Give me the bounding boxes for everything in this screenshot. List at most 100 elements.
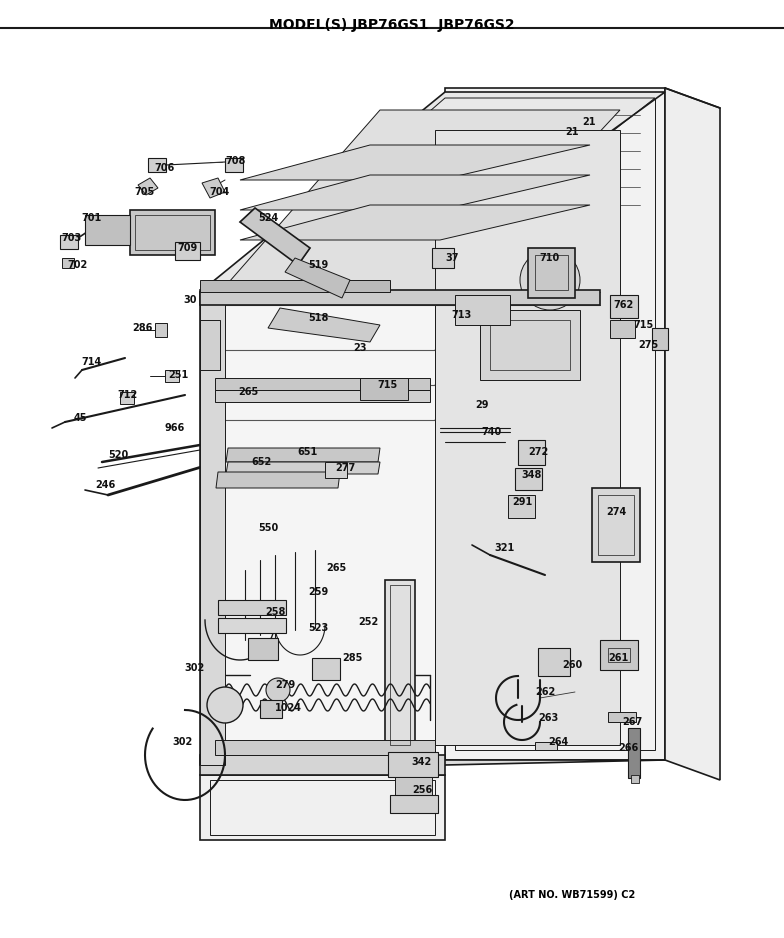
Text: 279: 279 [275,680,295,690]
Polygon shape [200,775,445,840]
Polygon shape [592,488,640,562]
Text: 714: 714 [82,357,102,367]
Polygon shape [130,210,215,255]
Text: 519: 519 [308,260,328,270]
Polygon shape [215,390,430,402]
Text: 520: 520 [108,450,128,460]
Text: 705: 705 [135,187,155,197]
Text: 265: 265 [326,563,346,573]
Polygon shape [148,158,166,172]
Text: 291: 291 [512,497,532,507]
Text: 286: 286 [132,323,152,333]
Text: 29: 29 [475,400,488,410]
Polygon shape [200,292,225,765]
Polygon shape [285,258,350,298]
Polygon shape [631,775,639,783]
Polygon shape [175,242,200,260]
Text: 709: 709 [178,243,198,253]
Polygon shape [528,248,575,298]
Text: 246: 246 [95,480,115,490]
Polygon shape [155,323,167,337]
Polygon shape [312,658,340,680]
Polygon shape [202,178,225,198]
Text: 45: 45 [73,413,87,423]
Polygon shape [215,110,620,298]
Polygon shape [200,755,445,775]
Text: 266: 266 [618,743,638,753]
Text: 272: 272 [528,447,548,457]
Text: 274: 274 [606,507,626,517]
Text: 321: 321 [495,543,515,553]
Polygon shape [515,468,542,490]
Text: 277: 277 [335,463,355,473]
Polygon shape [248,638,278,660]
Text: 23: 23 [354,343,367,353]
Polygon shape [535,742,557,750]
Text: 701: 701 [82,213,102,223]
Polygon shape [518,440,545,465]
Polygon shape [652,328,668,350]
Circle shape [266,678,290,702]
Text: 702: 702 [68,260,88,270]
Text: 708: 708 [226,156,246,166]
Text: 1024: 1024 [274,703,302,713]
Text: 285: 285 [342,653,362,663]
Polygon shape [215,378,430,390]
Text: 259: 259 [308,587,328,597]
Text: 265: 265 [238,387,258,397]
Polygon shape [395,777,432,795]
Polygon shape [240,145,590,180]
Polygon shape [215,740,435,755]
Text: 30: 30 [183,295,197,305]
Text: 21: 21 [565,127,579,137]
Text: 302: 302 [173,737,193,747]
Polygon shape [226,462,380,474]
Text: 275: 275 [638,340,658,350]
Text: 740: 740 [482,427,502,437]
Text: 256: 256 [412,785,432,795]
Polygon shape [200,290,600,305]
Text: 267: 267 [622,717,642,727]
Polygon shape [200,292,445,765]
Polygon shape [455,295,510,325]
Text: 37: 37 [445,253,459,263]
Polygon shape [200,320,220,370]
Polygon shape [432,248,454,268]
Text: 262: 262 [535,687,555,697]
Text: 713: 713 [452,310,472,320]
Text: 704: 704 [210,187,230,197]
Text: 258: 258 [265,607,285,617]
Polygon shape [445,88,665,760]
Text: 966: 966 [165,423,185,433]
Polygon shape [390,795,438,813]
Polygon shape [360,378,408,400]
Polygon shape [260,700,282,718]
Polygon shape [325,462,347,478]
Text: 302: 302 [185,663,205,673]
Polygon shape [608,712,636,722]
Polygon shape [610,295,638,318]
Polygon shape [226,448,380,462]
Polygon shape [240,205,590,240]
Polygon shape [435,130,620,745]
Polygon shape [610,320,635,338]
Text: 715: 715 [634,320,654,330]
Polygon shape [628,728,640,778]
Polygon shape [268,308,380,342]
Text: 260: 260 [562,660,583,670]
Text: 715: 715 [378,380,398,390]
Polygon shape [200,92,665,292]
Text: 342: 342 [412,757,432,767]
Text: 523: 523 [308,623,328,633]
Text: 712: 712 [118,390,138,400]
Polygon shape [200,280,390,292]
Polygon shape [165,370,179,382]
Polygon shape [600,640,638,670]
Text: 524: 524 [258,213,278,223]
Text: 706: 706 [155,163,175,173]
Polygon shape [218,618,286,633]
Polygon shape [218,600,286,615]
Text: 252: 252 [358,617,378,627]
Text: 651: 651 [298,447,318,457]
Polygon shape [200,760,665,765]
